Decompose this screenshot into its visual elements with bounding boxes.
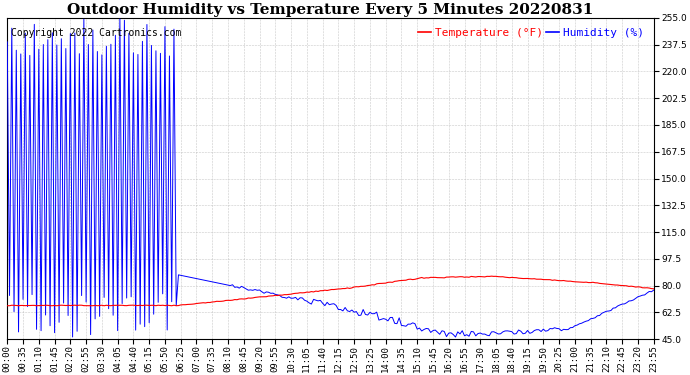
Text: Copyright 2022 Cartronics.com: Copyright 2022 Cartronics.com (10, 28, 181, 38)
Title: Outdoor Humidity vs Temperature Every 5 Minutes 20220831: Outdoor Humidity vs Temperature Every 5 … (68, 3, 593, 17)
Legend: Temperature (°F), Humidity (%): Temperature (°F), Humidity (%) (413, 24, 648, 42)
